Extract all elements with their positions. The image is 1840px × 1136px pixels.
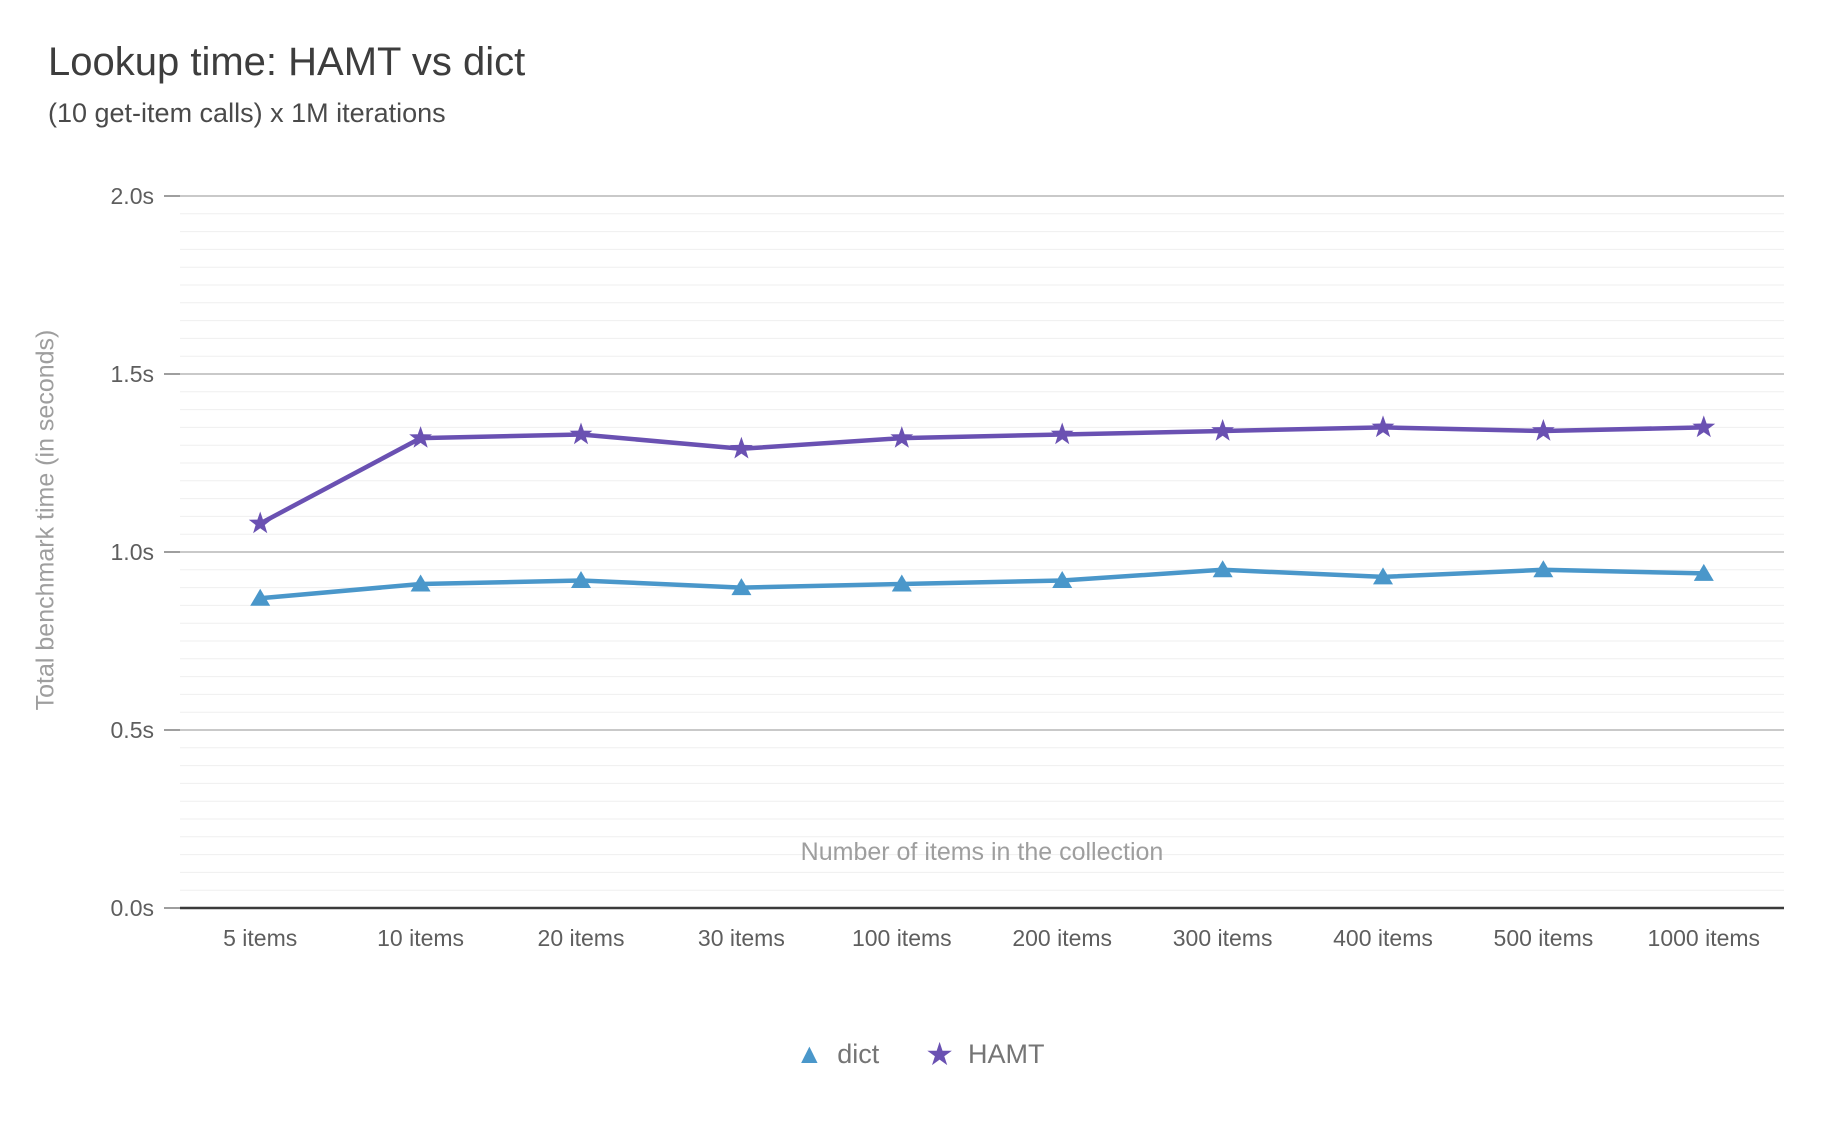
y-tick-label: 0.5s (111, 717, 154, 743)
x-category-label: 100 items (852, 925, 952, 951)
marker-dict-1[interactable] (410, 574, 431, 592)
chart-subtitle: (10 get-item calls) x 1M iterations (48, 98, 446, 128)
series-line-dict (257, 567, 1707, 601)
x-axis-title: Number of items in the collection (800, 838, 1164, 866)
marker-HAMT-2[interactable] (569, 422, 593, 445)
marker-dict-4[interactable] (891, 574, 912, 592)
x-category-label: 5 items (223, 925, 297, 951)
marker-dict-7[interactable] (1373, 567, 1393, 585)
marker-dict-9[interactable] (1693, 563, 1714, 581)
marker-dict-5[interactable] (1052, 570, 1073, 588)
marker-dict-0[interactable] (250, 588, 271, 606)
legend-item-hamt[interactable]: ★ HAMT (925, 1038, 1044, 1070)
series-line-HAMT (257, 425, 1707, 526)
x-category-label: 10 items (377, 925, 464, 951)
triangle-icon: ▲ (795, 1038, 824, 1069)
x-category-label: 20 items (538, 925, 625, 951)
x-category-label: 200 items (1012, 925, 1112, 951)
marker-dict-8[interactable] (1533, 560, 1554, 578)
marker-HAMT-6[interactable] (1211, 419, 1234, 441)
marker-HAMT-1[interactable] (409, 426, 432, 448)
x-category-label: 1000 items (1648, 925, 1761, 951)
marker-HAMT-9[interactable] (1692, 415, 1716, 438)
star-icon: ★ (925, 1036, 954, 1072)
chart-title: Lookup time: HAMT vs dict (48, 40, 526, 84)
marker-HAMT-0[interactable] (248, 511, 272, 534)
marker-dict-3[interactable] (731, 578, 752, 596)
x-category-label: 500 items (1494, 925, 1594, 951)
legend-label-dict: dict (837, 1038, 880, 1069)
y-tick-label: 0.0s (111, 895, 154, 921)
x-category-label: 30 items (698, 925, 785, 951)
legend: ▲ dict ★ HAMT (0, 1038, 1840, 1070)
x-category-label: 400 items (1333, 925, 1433, 951)
x-category-label: 300 items (1173, 925, 1273, 951)
legend-item-dict[interactable]: ▲ dict (796, 1039, 880, 1070)
y-tick-label: 2.0s (111, 183, 154, 209)
y-tick-label: 1.5s (111, 361, 154, 387)
legend-label-hamt: HAMT (967, 1038, 1045, 1069)
marker-HAMT-7[interactable] (1371, 415, 1395, 438)
marker-HAMT-8[interactable] (1532, 419, 1555, 441)
y-axis-title: Total benchmark time (in seconds) (31, 329, 60, 711)
marker-dict-2[interactable] (571, 570, 591, 588)
marker-HAMT-5[interactable] (1050, 422, 1074, 445)
marker-HAMT-3[interactable] (730, 436, 753, 459)
marker-HAMT-4[interactable] (890, 426, 914, 448)
marker-dict-6[interactable] (1212, 560, 1233, 578)
y-tick-label: 1.0s (111, 539, 154, 565)
